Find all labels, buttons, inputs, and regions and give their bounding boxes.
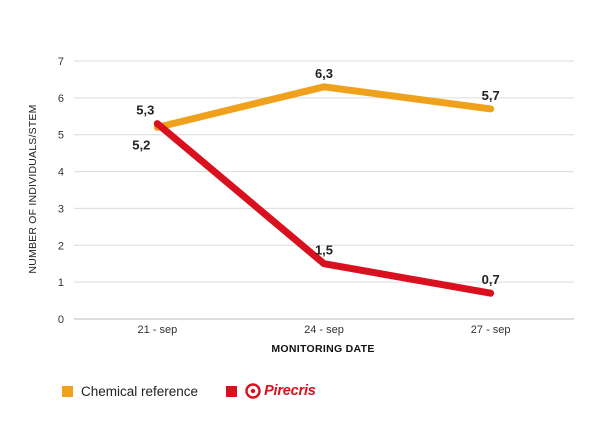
series-line-chemical-reference xyxy=(153,83,495,131)
y-tick-label: 4 xyxy=(58,167,64,179)
data-labels: 5,2 6,3 5,7 5,3 1,5 0,7 xyxy=(132,66,499,287)
y-tick-label: 3 xyxy=(58,203,64,215)
legend-swatch-chemical xyxy=(62,385,73,397)
series-lines xyxy=(153,83,495,297)
legend-swatch-pirecris xyxy=(226,385,238,397)
target-icon xyxy=(245,383,261,399)
legend-item-pirecris: Pirecris xyxy=(226,383,316,399)
y-tick-label: 1 xyxy=(58,277,64,289)
data-label: 0,7 xyxy=(482,272,500,287)
x-tick-label: 21 - sep xyxy=(137,324,177,336)
pirecris-logo: Pirecris xyxy=(245,383,316,399)
data-label: 5,3 xyxy=(136,103,154,118)
y-axis-ticks: 0 1 2 3 4 5 6 7 xyxy=(58,56,64,326)
legend-label-pirecris: Pirecris xyxy=(264,383,316,399)
data-label: 5,2 xyxy=(132,137,150,152)
legend-label-chemical: Chemical reference xyxy=(81,383,199,399)
y-tick-label: 6 xyxy=(58,93,64,105)
x-tick-label: 27 - sep xyxy=(471,324,511,336)
y-tick-label: 0 xyxy=(58,314,64,326)
y-tick-label: 5 xyxy=(58,130,64,142)
legend: Chemical reference Pirecris xyxy=(62,383,344,399)
data-label: 5,7 xyxy=(482,88,500,103)
y-tick-label: 7 xyxy=(58,56,64,68)
data-label: 6,3 xyxy=(315,66,333,81)
x-axis-ticks: 21 - sep 24 - sep 27 - sep xyxy=(137,324,510,336)
legend-item-chemical: Chemical reference xyxy=(62,384,198,399)
y-axis-label: NUMBER OF INDIVIDUALS/STEM xyxy=(27,104,39,273)
y-tick-label: 2 xyxy=(58,240,64,252)
x-axis-label: MONITORING DATE xyxy=(271,343,374,355)
gridlines xyxy=(74,60,574,320)
data-label: 1,5 xyxy=(315,243,333,258)
x-tick-label: 24 - sep xyxy=(304,324,344,336)
